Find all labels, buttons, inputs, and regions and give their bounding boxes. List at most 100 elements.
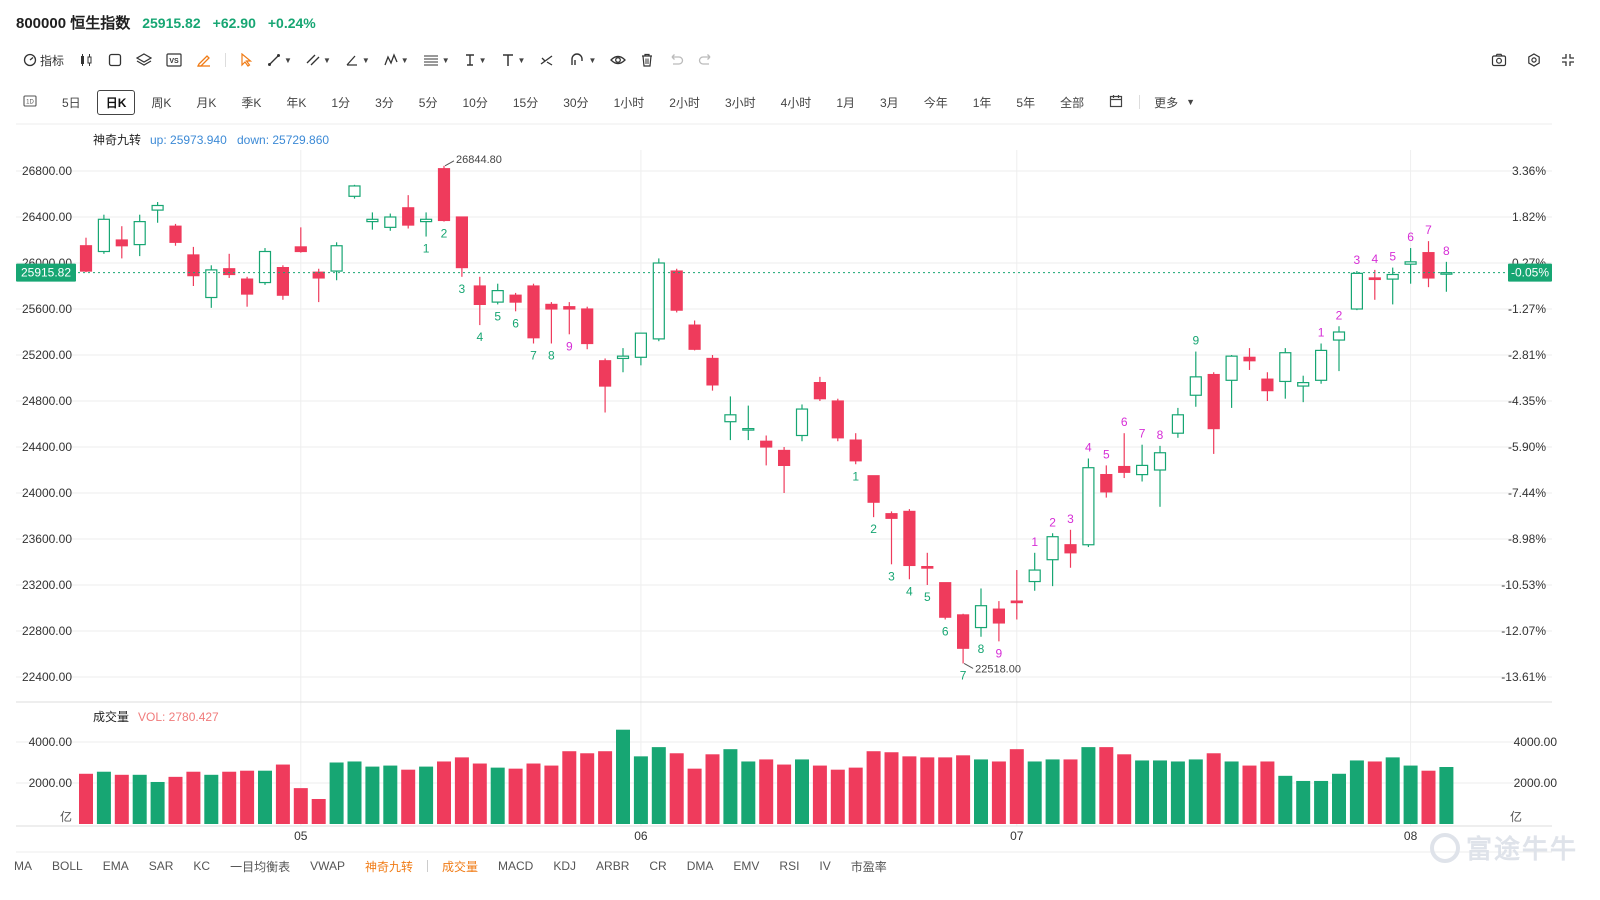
indicator-8[interactable]: 成交量: [442, 859, 479, 874]
timeshare-toggle[interactable]: 1D: [14, 91, 46, 114]
indicator-2[interactable]: EMA: [102, 859, 129, 873]
indicator-0[interactable]: MA: [14, 859, 32, 873]
candle-body: [1100, 474, 1113, 493]
indicator-12[interactable]: CR: [649, 859, 667, 873]
visibility-tool[interactable]: [603, 48, 633, 72]
period-6[interactable]: 1分: [331, 95, 351, 110]
period-15[interactable]: 4小时: [780, 95, 812, 110]
volume-bar: [974, 759, 988, 824]
high-pointer: [444, 160, 455, 167]
period-9[interactable]: 10分: [462, 95, 488, 110]
indicator-14[interactable]: EMV: [733, 859, 760, 873]
period-18[interactable]: 今年: [923, 95, 948, 110]
volume-bar: [848, 767, 863, 824]
header: 800000 恒生指数 25915.82 +62.90 +0.24%: [16, 12, 316, 34]
volume-bar: [150, 781, 165, 824]
period-4[interactable]: 季K: [241, 95, 262, 110]
line-tool[interactable]: ▼: [260, 48, 299, 72]
candle-body: [921, 565, 934, 569]
indicator-4[interactable]: KC: [193, 859, 211, 873]
indicator-1[interactable]: BOLL: [52, 859, 83, 873]
window-button[interactable]: [101, 48, 129, 72]
index-name: 800000 恒生指数: [16, 15, 131, 32]
measure-tool[interactable]: [532, 48, 562, 72]
period-11[interactable]: 30分: [563, 95, 589, 110]
more-periods-dropdown[interactable]: 更多 ▼: [1148, 91, 1201, 114]
period-19[interactable]: 1年: [972, 95, 992, 110]
td-count-label: 8: [1443, 244, 1450, 258]
candle-body: [1135, 464, 1149, 476]
undo-button[interactable]: [661, 48, 691, 72]
period-list: 5日 日K 周K 月K 季K 年K 1分 3分 5分 10分 15分 30分 1小时 2小时 3小时 4小时 1…: [53, 89, 1100, 115]
period-13[interactable]: 2小时: [669, 95, 700, 110]
redo-button[interactable]: [691, 48, 721, 72]
text-tool[interactable]: ▼: [457, 48, 494, 72]
volume-bar: [1009, 749, 1024, 824]
indicator-16[interactable]: IV: [819, 859, 831, 873]
layers-button[interactable]: [129, 48, 159, 72]
indicator-10[interactable]: KDJ: [553, 859, 577, 873]
price-tick-label: 24000.00: [22, 486, 72, 500]
period-12[interactable]: 1小时: [613, 95, 645, 110]
indicator-7[interactable]: 神奇九转: [364, 859, 413, 874]
undo-icon: [671, 54, 684, 65]
td-count-label: 3: [1354, 253, 1361, 267]
candle-type-button[interactable]: [71, 48, 101, 72]
angle-tool[interactable]: ▼: [338, 48, 377, 72]
compare-button[interactable]: VS: [159, 48, 189, 72]
period-0[interactable]: 5日: [62, 95, 81, 110]
period-17[interactable]: 3月: [880, 95, 899, 110]
fibonacci-icon: [423, 55, 438, 66]
candle-body: [258, 250, 272, 284]
period-21[interactable]: 全部: [1060, 95, 1085, 110]
candle-body: [1207, 373, 1220, 430]
settings-button[interactable]: [1520, 48, 1548, 72]
angle-icon: [346, 55, 357, 66]
font-tool[interactable]: ▼: [494, 48, 533, 72]
td-count-label: 5: [1103, 447, 1110, 461]
candle-body: [1010, 600, 1023, 604]
magnet-tool[interactable]: ▼: [562, 48, 603, 72]
delete-tool[interactable]: [633, 48, 661, 72]
channel-tool[interactable]: ▼: [299, 48, 338, 72]
candle-body: [1189, 376, 1202, 396]
period-16[interactable]: 1月: [836, 95, 855, 110]
period-20[interactable]: 5年: [1016, 95, 1036, 110]
candle-body: [1225, 355, 1238, 381]
indicator-9[interactable]: MACD: [498, 859, 534, 873]
indicator-11[interactable]: ARBR: [596, 859, 630, 873]
td-count-label: 6: [512, 316, 519, 330]
period-8[interactable]: 5分: [418, 95, 438, 110]
screenshot-button[interactable]: [1484, 48, 1514, 72]
candle-body: [1314, 349, 1328, 381]
indicator-15[interactable]: RSI: [779, 859, 800, 873]
candle-body: [634, 332, 648, 358]
volume-bar: [186, 771, 201, 824]
period-1[interactable]: 日K: [96, 89, 136, 115]
calendar-button[interactable]: [1100, 90, 1132, 115]
draw-button[interactable]: [189, 48, 219, 72]
pattern-tool[interactable]: ▼: [377, 48, 416, 72]
period-5[interactable]: 年K: [286, 95, 307, 110]
pointer-tool[interactable]: [232, 48, 260, 72]
indicator-6[interactable]: VWAP: [310, 859, 345, 873]
volume-bar: [1206, 753, 1221, 824]
period-2[interactable]: 周K: [151, 95, 172, 110]
period-3[interactable]: 月K: [196, 95, 217, 110]
indicator-5[interactable]: 一目均衡表: [230, 859, 291, 874]
indicator-button[interactable]: 指标: [16, 48, 71, 72]
candle-body: [706, 357, 719, 386]
period-7[interactable]: 3分: [375, 95, 394, 110]
candle-body: [885, 513, 898, 519]
fullscreen-button[interactable]: [1554, 48, 1582, 72]
candle-body: [491, 290, 504, 303]
td-count-label: 5: [494, 309, 501, 323]
fib-tool[interactable]: ▼: [416, 48, 457, 72]
indicator-3[interactable]: SAR: [148, 859, 174, 873]
period-14[interactable]: 3小时: [724, 95, 756, 110]
period-10[interactable]: 15分: [512, 95, 539, 110]
volume-bar: [1314, 780, 1329, 824]
indicator-17[interactable]: 市盈率: [850, 859, 887, 874]
indicator-13[interactable]: DMA: [686, 859, 714, 873]
